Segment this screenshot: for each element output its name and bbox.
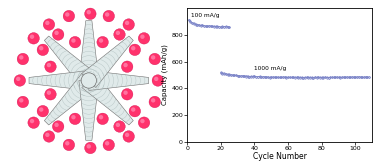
Circle shape <box>116 31 120 35</box>
Circle shape <box>103 139 115 151</box>
Circle shape <box>123 19 135 30</box>
Circle shape <box>131 107 135 112</box>
Circle shape <box>138 33 150 44</box>
Circle shape <box>131 46 135 50</box>
Circle shape <box>103 10 115 22</box>
Circle shape <box>14 75 26 86</box>
Circle shape <box>17 96 29 108</box>
Circle shape <box>30 119 34 123</box>
X-axis label: Cycle Number: Cycle Number <box>253 152 307 161</box>
Circle shape <box>87 144 91 149</box>
Circle shape <box>97 113 108 125</box>
Circle shape <box>45 61 56 72</box>
Circle shape <box>47 90 51 95</box>
Text: 100 mA/g: 100 mA/g <box>191 13 220 18</box>
Circle shape <box>54 31 59 35</box>
Polygon shape <box>44 73 96 125</box>
Circle shape <box>99 38 103 43</box>
Polygon shape <box>82 73 133 125</box>
Circle shape <box>28 33 39 44</box>
Circle shape <box>30 35 34 39</box>
Circle shape <box>81 73 96 88</box>
Circle shape <box>114 121 125 132</box>
Circle shape <box>53 29 64 40</box>
Circle shape <box>63 10 74 22</box>
Circle shape <box>123 90 128 95</box>
Polygon shape <box>79 21 99 80</box>
Circle shape <box>19 98 23 103</box>
Circle shape <box>151 55 155 60</box>
Polygon shape <box>82 36 133 88</box>
Circle shape <box>17 53 29 65</box>
Polygon shape <box>89 71 149 90</box>
Circle shape <box>105 141 109 146</box>
Circle shape <box>65 141 70 146</box>
Text: 1000 mA/g: 1000 mA/g <box>254 66 287 71</box>
Circle shape <box>125 133 129 137</box>
Circle shape <box>125 21 129 25</box>
Circle shape <box>123 63 128 67</box>
Circle shape <box>63 139 74 151</box>
Circle shape <box>129 105 141 117</box>
Circle shape <box>97 36 108 48</box>
Circle shape <box>149 96 161 108</box>
Circle shape <box>87 10 91 14</box>
Circle shape <box>151 98 155 103</box>
Circle shape <box>54 123 59 127</box>
Circle shape <box>154 77 158 81</box>
Circle shape <box>45 21 50 25</box>
Circle shape <box>19 55 23 60</box>
Circle shape <box>39 46 43 50</box>
Circle shape <box>45 133 50 137</box>
Circle shape <box>121 61 133 72</box>
Circle shape <box>140 35 145 39</box>
Polygon shape <box>44 36 96 88</box>
Circle shape <box>71 38 76 43</box>
Circle shape <box>43 131 55 142</box>
Circle shape <box>53 121 64 132</box>
Circle shape <box>37 44 49 56</box>
Circle shape <box>85 8 96 19</box>
Circle shape <box>116 123 120 127</box>
Polygon shape <box>29 71 89 90</box>
Circle shape <box>43 19 55 30</box>
Polygon shape <box>79 80 99 140</box>
Circle shape <box>99 115 103 119</box>
Circle shape <box>45 89 56 100</box>
Circle shape <box>149 53 161 65</box>
Circle shape <box>114 29 125 40</box>
Circle shape <box>105 12 109 17</box>
Circle shape <box>129 44 141 56</box>
Circle shape <box>138 117 150 128</box>
Circle shape <box>85 142 96 154</box>
Circle shape <box>47 63 51 67</box>
Circle shape <box>71 115 76 119</box>
Circle shape <box>123 131 135 142</box>
Circle shape <box>39 107 43 112</box>
Y-axis label: Capacity (mAh/g): Capacity (mAh/g) <box>162 44 169 105</box>
Circle shape <box>152 75 164 86</box>
Circle shape <box>69 113 81 125</box>
Circle shape <box>121 89 133 100</box>
Circle shape <box>69 36 81 48</box>
Circle shape <box>16 77 20 81</box>
Circle shape <box>140 119 145 123</box>
Circle shape <box>65 12 70 17</box>
Circle shape <box>37 105 49 117</box>
Circle shape <box>28 117 39 128</box>
